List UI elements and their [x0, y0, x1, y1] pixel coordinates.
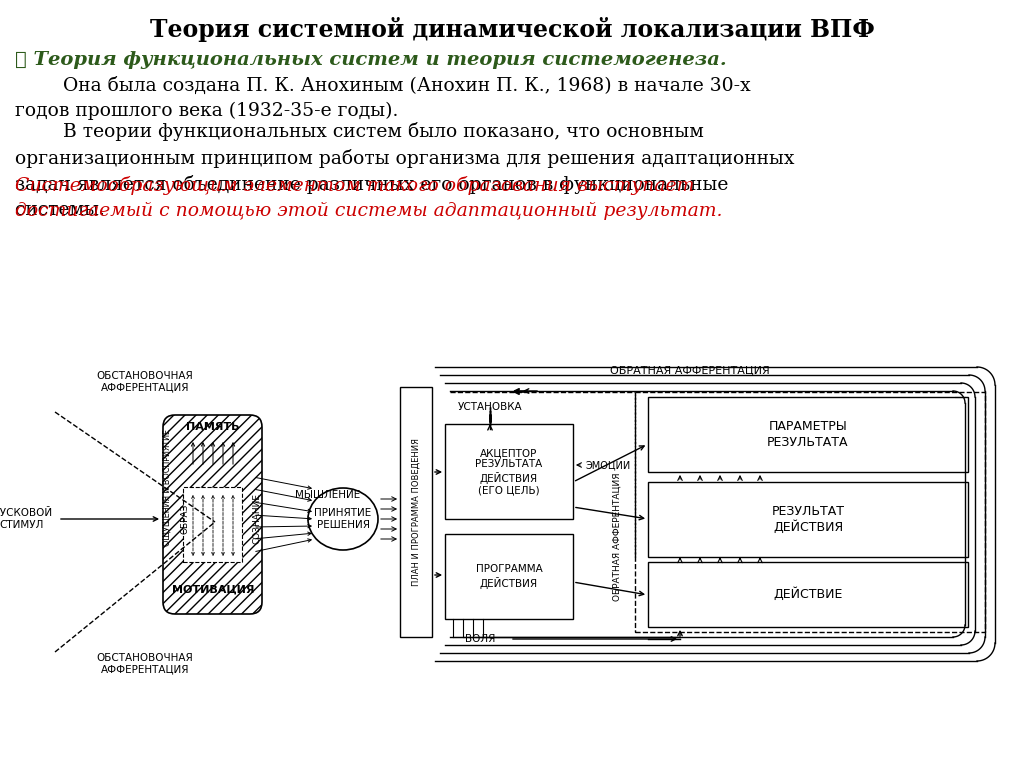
Bar [635, 392, 985, 632]
Bar [445, 424, 573, 519]
Text: ДЕЙСТВИЕ: ДЕЙСТВИЕ [773, 588, 843, 601]
Text: ОБСТАНОВОЧНАЯ
АФФЕРЕНТАЦИЯ: ОБСТАНОВОЧНАЯ АФФЕРЕНТАЦИЯ [96, 653, 194, 675]
Bar [648, 397, 968, 472]
Text: ОБРАТНАЯ АФФЕРЕНТАЦИЯ: ОБРАТНАЯ АФФЕРЕНТАЦИЯ [612, 472, 622, 601]
Text: УСТАНОВКА: УСТАНОВКА [458, 402, 522, 412]
Text: Системообразующим элементом такого образования выступает
достигаемый с помощью э: Системообразующим элементом такого образ… [15, 176, 723, 220]
Bar [183, 487, 242, 562]
Bar [648, 562, 968, 627]
Text: ПАРАМЕТРЫ
РЕЗУЛЬТАТА: ПАРАМЕТРЫ РЕЗУЛЬТАТА [767, 420, 849, 449]
Text: ВОЛЯ: ВОЛЯ [465, 634, 496, 644]
Text: РЕЗУЛЬТАТ
ДЕЙСТВИЯ: РЕЗУЛЬТАТ ДЕЙСТВИЯ [771, 505, 845, 534]
Text: ПАМЯТЬ: ПАМЯТЬ [186, 422, 240, 432]
Text: ☐ Теория функциональных систем и теория системогенеза.: ☐ Теория функциональных систем и теория … [15, 51, 727, 69]
Text: ПУСКОВОЙ
СТИМУЛ: ПУСКОВОЙ СТИМУЛ [0, 509, 52, 530]
Text: ЭМОЦИИ: ЭМОЦИИ [585, 460, 630, 470]
Text: ОБРАЗ: ОБРАЗ [180, 504, 189, 534]
Text: ОБРАТНАЯ АФФЕРЕНТАЦИЯ: ОБРАТНАЯ АФФЕРЕНТАЦИЯ [610, 365, 770, 375]
Text: ОБСТАНОВОЧНАЯ
АФФЕРЕНТАЦИЯ: ОБСТАНОВОЧНАЯ АФФЕРЕНТАЦИЯ [96, 371, 194, 393]
Text: СОЗНАНИЕ: СОЗНАНИЕ [253, 493, 261, 545]
Ellipse shape [308, 488, 378, 550]
Text: ПРИНЯТИЕ
РЕШЕНИЯ: ПРИНЯТИЕ РЕШЕНИЯ [314, 509, 372, 530]
Text: ПЛАН И ПРОГРАММА ПОВЕДЕНИЯ: ПЛАН И ПРОГРАММА ПОВЕДЕНИЯ [412, 438, 421, 586]
Bar [400, 387, 432, 637]
Text: ОЩУЩЕНИЯ И ВОСПРИЯТИЕ: ОЩУЩЕНИЯ И ВОСПРИЯТИЕ [163, 429, 171, 545]
Bar [648, 482, 968, 557]
Text: Она была создана П. К. Анохиным (Анохин П. К., 1968) в начале 30-х
годов прошлог: Она была создана П. К. Анохиным (Анохин … [15, 77, 751, 120]
Text: МОТИВАЦИЯ: МОТИВАЦИЯ [172, 585, 254, 595]
Text: МЫШЛЕНИЕ: МЫШЛЕНИЕ [295, 490, 360, 500]
Bar [445, 534, 573, 619]
Text: ПРОГРАММА
ДЕЙСТВИЯ: ПРОГРАММА ДЕЙСТВИЯ [475, 565, 543, 588]
Text: Теория системной динамической локализации ВПФ: Теория системной динамической локализаци… [150, 17, 874, 42]
Text: В теории функциональных систем было показано, что основным
организационным принц: В теории функциональных систем было пока… [15, 122, 795, 219]
FancyBboxPatch shape [163, 415, 262, 614]
Text: АКЦЕПТОР
РЕЗУЛЬТАТА
ДЕЙСТВИЯ
(ЕГО ЦЕЛЬ): АКЦЕПТОР РЕЗУЛЬТАТА ДЕЙСТВИЯ (ЕГО ЦЕЛЬ) [475, 448, 543, 495]
